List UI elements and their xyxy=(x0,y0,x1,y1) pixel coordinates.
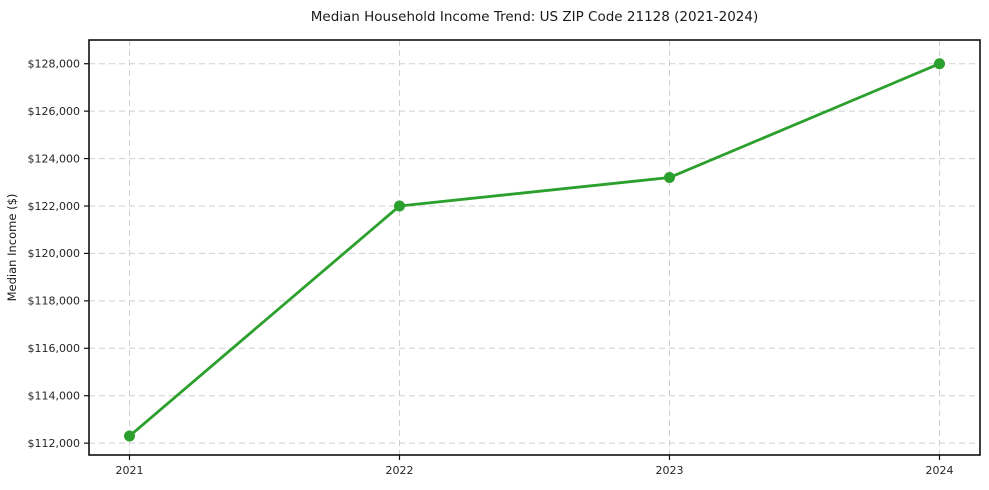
y-tick-label: $126,000 xyxy=(28,105,81,118)
y-tick-label: $124,000 xyxy=(28,152,81,165)
y-tick-label: $112,000 xyxy=(28,437,81,450)
income-trend-line xyxy=(128,62,941,438)
data-point-marker xyxy=(394,200,405,212)
y-tick-label: $114,000 xyxy=(28,390,81,403)
data-point-marker xyxy=(124,430,135,442)
chart-title: Median Household Income Trend: US ZIP Co… xyxy=(311,9,759,25)
y-tick-label: $122,000 xyxy=(28,200,81,213)
y-axis-label: Median Income ($) xyxy=(5,194,19,302)
gridlines xyxy=(89,40,980,455)
y-tick-label: $116,000 xyxy=(28,342,81,355)
y-tick-label: $118,000 xyxy=(28,295,81,308)
x-tick-label: 2022 xyxy=(386,464,414,477)
y-tick-label: $120,000 xyxy=(28,247,81,260)
plot-border xyxy=(88,39,981,456)
data-point-marker xyxy=(664,172,675,184)
data-point-marker xyxy=(934,58,945,70)
x-tick-label: 2024 xyxy=(926,464,954,477)
data-series-layer xyxy=(124,58,945,442)
axes-layer: $112,000 $114,000 $116,000 $118,000 $120,000… xyxy=(28,39,981,477)
x-tick-label: 2023 xyxy=(656,464,684,477)
x-tick-label: 2021 xyxy=(116,464,144,477)
y-tick-label: $128,000 xyxy=(28,58,81,71)
